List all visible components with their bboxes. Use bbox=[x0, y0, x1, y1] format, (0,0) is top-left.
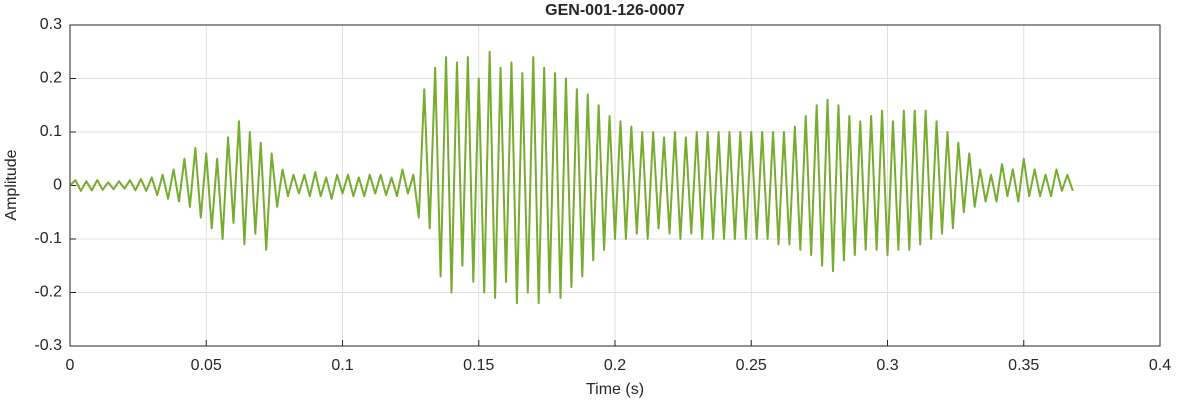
plot-border bbox=[69, 24, 1161, 347]
x-tick-label: 0.2 bbox=[604, 357, 626, 374]
y-axis-label: Amplitude bbox=[3, 149, 20, 220]
y-tick-label: -0.1 bbox=[34, 230, 62, 247]
y-tick-label: 0.3 bbox=[40, 16, 62, 33]
x-tick-label: 0.4 bbox=[1149, 357, 1171, 374]
x-tick-label: 0.3 bbox=[876, 357, 898, 374]
y-tick-label: 0.1 bbox=[40, 123, 62, 140]
y-tick-label: -0.3 bbox=[34, 337, 62, 354]
y-tick-label: -0.2 bbox=[34, 284, 62, 301]
x-tick-label: 0 bbox=[66, 357, 75, 374]
x-axis-label: Time (s) bbox=[586, 381, 644, 398]
y-tick-label: 0 bbox=[53, 177, 62, 194]
x-tick-label: 0.05 bbox=[191, 357, 222, 374]
x-tick-label: 0.15 bbox=[463, 357, 494, 374]
x-tick-label: 0.1 bbox=[331, 357, 353, 374]
x-tick-label: 0.25 bbox=[736, 357, 767, 374]
y-tick-label: 0.2 bbox=[40, 70, 62, 87]
x-tick-label: 0.35 bbox=[1008, 357, 1039, 374]
waveform-line bbox=[69, 50, 1074, 305]
chart-title: GEN-001-126-0007 bbox=[545, 2, 685, 19]
